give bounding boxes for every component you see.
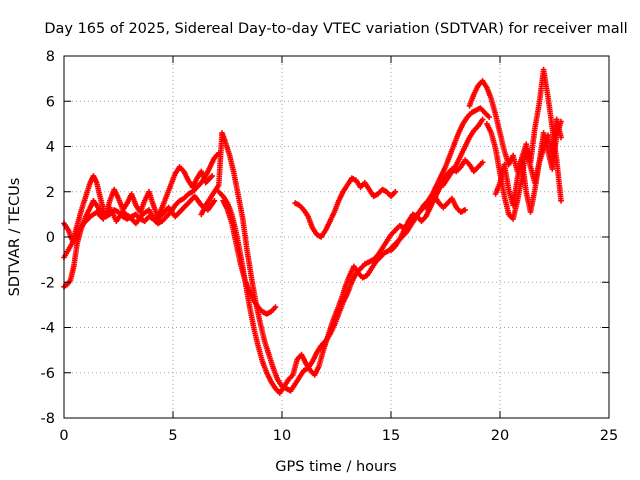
x-tick-label: 5 (168, 428, 177, 444)
series-trace-9 (423, 193, 468, 215)
y-tick-label: 6 (46, 94, 55, 110)
series-trace-8 (388, 157, 486, 254)
plus-markers (220, 198, 279, 317)
plus-markers (388, 157, 486, 254)
series-trace-5 (216, 105, 492, 396)
x-tick-label: 15 (382, 428, 400, 444)
plus-markers (423, 193, 468, 215)
gridlines (64, 56, 609, 418)
y-tick-label: -2 (41, 275, 55, 291)
plus-markers (198, 116, 486, 394)
plus-markers (492, 116, 564, 215)
x-tick-label: 25 (600, 428, 618, 444)
x-tick-label: 20 (491, 428, 509, 444)
series-trace-6 (220, 198, 279, 317)
x-axis-label: GPS time / hours (275, 459, 396, 475)
series-trace-2 (61, 164, 215, 245)
x-tick-label: 0 (59, 428, 68, 444)
y-tick-label: 4 (46, 140, 55, 156)
chart-title: Day 165 of 2025, Sidereal Day-to-day VTE… (44, 21, 627, 37)
series-trace-7 (292, 175, 399, 240)
y-tick-label: 0 (46, 230, 55, 246)
plus-markers (292, 175, 399, 240)
data-series (61, 66, 564, 396)
y-axis-label: SDTVAR / TECUs (7, 178, 23, 297)
x-tick-label: 10 (273, 428, 291, 444)
plus-markers (61, 164, 215, 245)
series-trace-4 (198, 116, 486, 394)
y-tick-label: 2 (46, 185, 55, 201)
y-tick-label: -6 (41, 366, 55, 382)
y-tick-label: -4 (41, 321, 55, 337)
series-trace-12 (492, 116, 564, 215)
y-tick-label: -8 (41, 411, 55, 427)
plus-markers (216, 105, 492, 396)
y-tick-label: 8 (46, 49, 55, 65)
